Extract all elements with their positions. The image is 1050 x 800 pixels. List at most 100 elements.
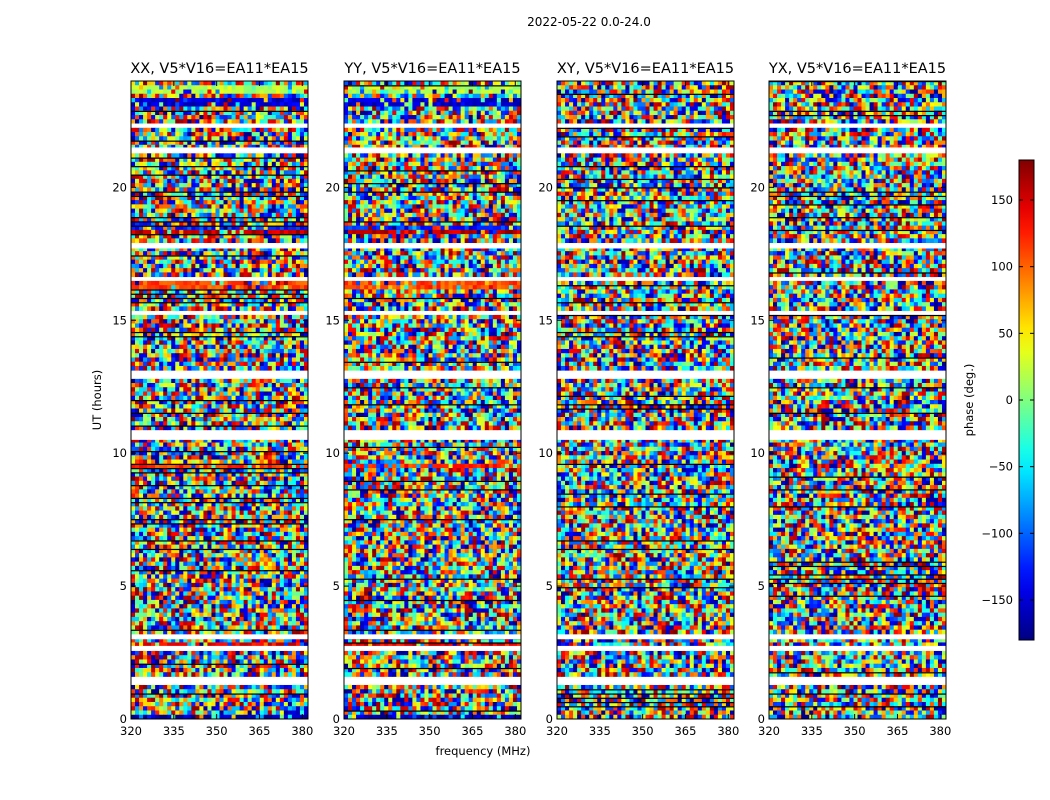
heatmap-cell	[243, 344, 249, 350]
heatmap-cell	[303, 268, 309, 273]
heatmap-cell	[291, 187, 297, 192]
heatmap-cell	[207, 285, 212, 290]
heatmap-cell	[235, 110, 241, 116]
heatmap-cell	[243, 353, 249, 358]
heatmap-cell	[231, 234, 236, 239]
heatmap-cell	[255, 246, 261, 252]
heatmap-cell	[239, 489, 245, 494]
heatmap-cell	[263, 446, 269, 452]
heatmap-cell	[255, 136, 261, 141]
heatmap-cell	[199, 574, 204, 580]
heatmap-cell	[143, 119, 148, 124]
heatmap-cell	[191, 229, 196, 235]
heatmap-cell	[207, 217, 212, 222]
heatmap-cell	[251, 442, 257, 448]
heatmap-cell	[179, 553, 184, 558]
heatmap-cell	[259, 132, 265, 137]
heatmap-cell	[139, 170, 144, 175]
heatmap-cell	[227, 174, 232, 180]
heatmap-cell	[295, 191, 301, 197]
heatmap-cell	[199, 157, 204, 163]
heatmap-cell	[267, 531, 273, 537]
heatmap-cell	[263, 523, 269, 528]
heatmap-cell	[203, 191, 208, 197]
heatmap-cell	[283, 327, 289, 333]
heatmap-cell	[167, 272, 172, 278]
heatmap-cell	[231, 591, 236, 597]
heatmap-cell	[247, 331, 253, 337]
heatmap-cell	[203, 285, 208, 290]
heatmap-cell	[243, 336, 249, 341]
heatmap-cell	[175, 268, 180, 273]
heatmap-cell	[147, 404, 152, 409]
heatmap-cell	[215, 480, 220, 486]
heatmap-cell	[199, 544, 204, 550]
heatmap-cell	[243, 93, 249, 99]
heatmap-cell	[295, 144, 301, 150]
heatmap-cell	[247, 174, 253, 180]
heatmap-cell	[207, 493, 212, 499]
heatmap-cell	[231, 89, 236, 95]
heatmap-cell	[227, 527, 232, 533]
heatmap-cell	[207, 204, 212, 209]
heatmap-cell	[223, 400, 228, 405]
heatmap-cell	[227, 106, 232, 112]
heatmap-cell	[167, 510, 172, 516]
heatmap-cell	[247, 404, 253, 409]
heatmap-cell	[135, 408, 140, 414]
heatmap-cell	[255, 578, 261, 584]
heatmap-cell	[247, 157, 253, 163]
heatmap-cell	[199, 463, 204, 469]
heatmap-cell	[135, 502, 140, 507]
heatmap-cell	[267, 421, 273, 426]
heatmap-cell	[291, 421, 297, 426]
heatmap-cell	[227, 540, 232, 546]
heatmap-cell	[195, 323, 200, 329]
heatmap-cell	[191, 140, 196, 146]
heatmap-cell	[295, 140, 301, 146]
heatmap-cell	[143, 591, 148, 597]
heatmap-cell	[223, 451, 228, 456]
heatmap-cell	[215, 314, 220, 320]
heatmap-cell	[207, 378, 212, 384]
heatmap-cell	[211, 442, 216, 448]
heatmap-cell	[231, 272, 236, 278]
heatmap-cell	[191, 391, 196, 397]
heatmap-cell	[255, 170, 261, 175]
heatmap-cell	[167, 404, 172, 409]
heatmap-cell	[223, 442, 228, 448]
heatmap-cell	[251, 408, 257, 414]
heatmap-cell	[235, 259, 241, 265]
heatmap-cell	[239, 93, 245, 99]
heatmap-cell	[251, 195, 257, 201]
heatmap-cell	[195, 110, 200, 116]
heatmap-cell	[215, 531, 220, 537]
heatmap-cell	[303, 382, 309, 388]
heatmap-cell	[171, 497, 176, 503]
heatmap-cell	[143, 297, 148, 303]
heatmap-cell	[151, 259, 156, 265]
heatmap-cell	[139, 263, 144, 269]
heatmap-cell	[259, 106, 265, 112]
heatmap-cell	[191, 259, 196, 265]
heatmap-cell	[187, 519, 192, 524]
heatmap-cell	[155, 195, 160, 201]
heatmap-cell	[159, 489, 164, 494]
heatmap-cell	[219, 195, 224, 201]
heatmap-cell	[239, 591, 245, 597]
heatmap-cell	[211, 200, 216, 205]
heatmap-cell	[251, 132, 257, 137]
heatmap-cell	[255, 314, 261, 320]
heatmap-cell	[239, 548, 245, 554]
heatmap-cell	[203, 404, 208, 409]
heatmap-cell	[295, 331, 301, 337]
heatmap-cell	[199, 187, 204, 192]
heatmap-cell	[191, 361, 196, 367]
heatmap-cell	[255, 476, 261, 482]
heatmap-cell	[275, 251, 281, 256]
heatmap-cell	[283, 200, 289, 205]
heatmap-cell	[255, 115, 261, 120]
heatmap-cell	[135, 183, 140, 188]
heatmap-cell	[195, 221, 200, 227]
heatmap-cell	[171, 446, 176, 452]
